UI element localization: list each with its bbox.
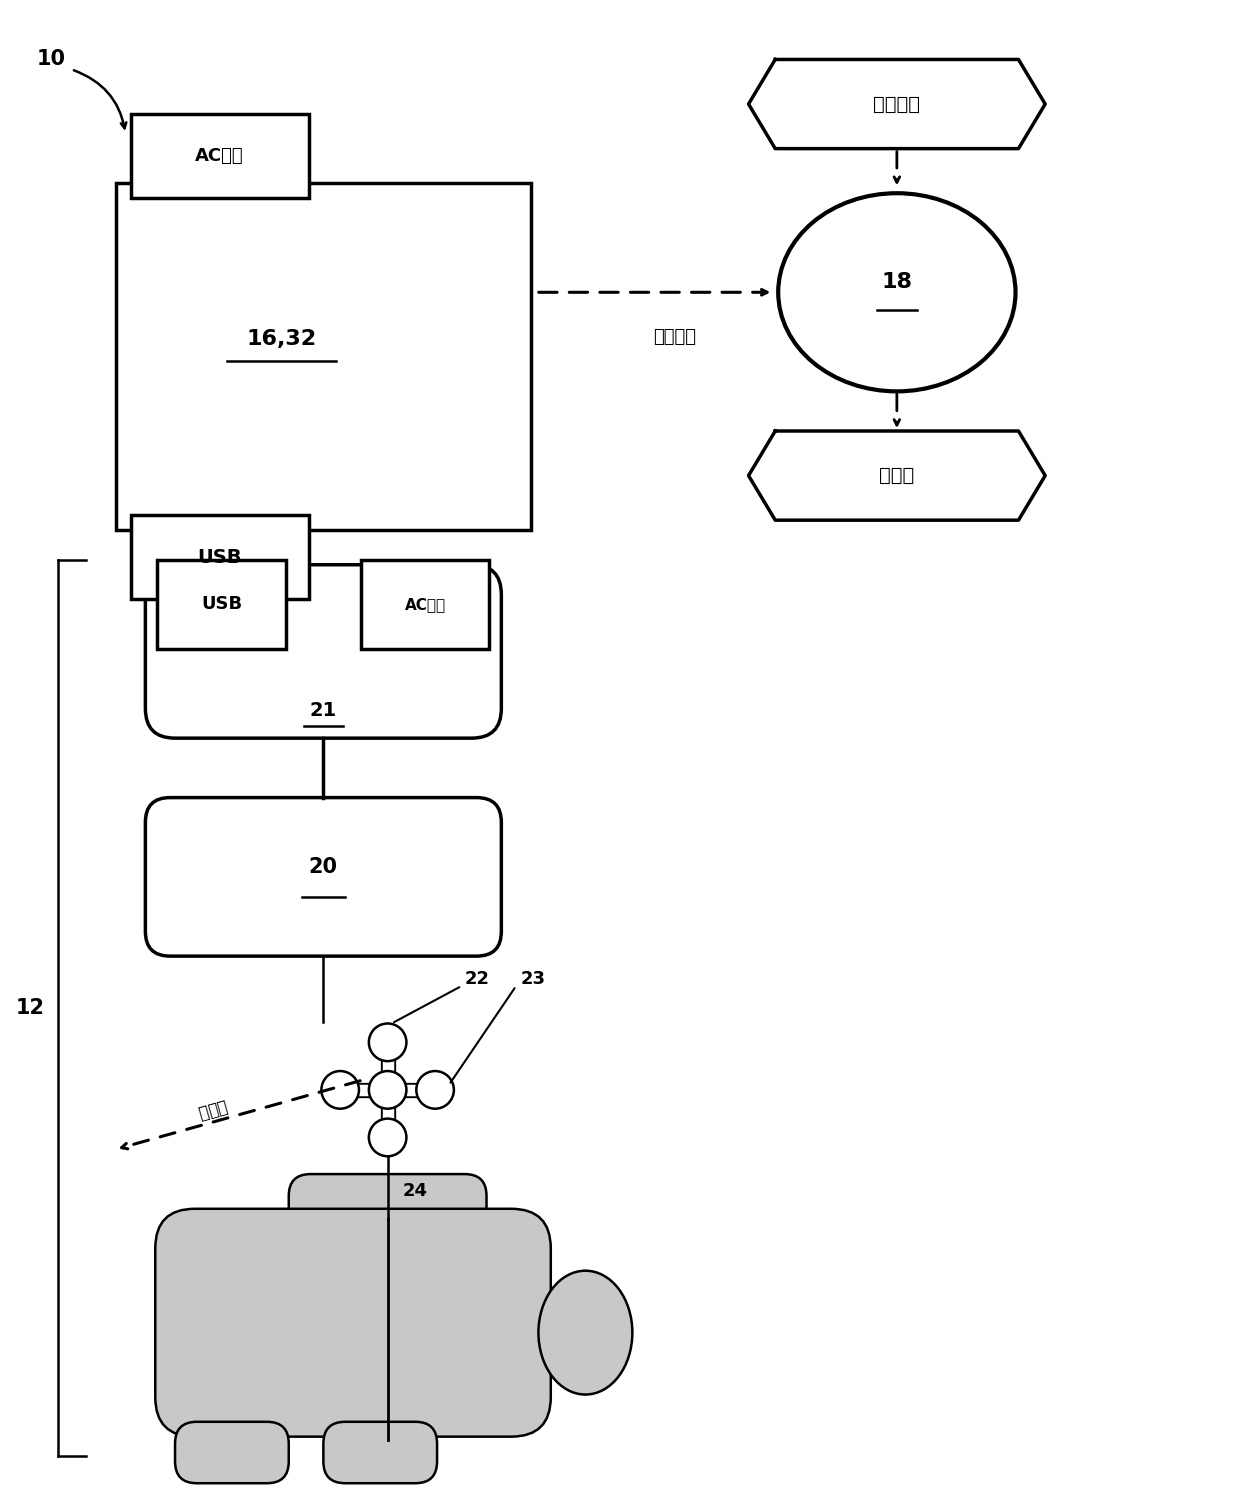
Bar — [130, 516, 309, 600]
Text: AC电源: AC电源 — [195, 148, 244, 164]
Text: 10: 10 — [37, 50, 66, 69]
Circle shape — [368, 1024, 407, 1062]
Bar — [157, 559, 285, 648]
Text: 22: 22 — [465, 970, 490, 988]
Polygon shape — [749, 59, 1045, 149]
Text: 24: 24 — [403, 1182, 428, 1200]
FancyBboxPatch shape — [145, 798, 501, 956]
Circle shape — [368, 1071, 407, 1108]
Text: 16,32: 16,32 — [247, 329, 317, 350]
Ellipse shape — [779, 193, 1016, 392]
Text: 20: 20 — [309, 857, 337, 878]
FancyBboxPatch shape — [289, 1175, 486, 1229]
Text: 红外光: 红外光 — [195, 1096, 228, 1122]
Text: 直线型杆: 直线型杆 — [873, 95, 920, 113]
Bar — [115, 184, 531, 531]
FancyBboxPatch shape — [145, 566, 501, 737]
FancyBboxPatch shape — [175, 1422, 289, 1484]
FancyBboxPatch shape — [155, 1209, 551, 1437]
FancyBboxPatch shape — [324, 1422, 436, 1484]
Circle shape — [368, 1119, 407, 1157]
Text: AC电源: AC电源 — [404, 597, 445, 612]
Text: USB: USB — [197, 547, 242, 567]
Polygon shape — [749, 431, 1045, 520]
Bar — [130, 115, 309, 198]
Text: 弯曲指令: 弯曲指令 — [653, 327, 696, 345]
Text: 18: 18 — [882, 273, 913, 293]
Bar — [361, 559, 490, 648]
Text: 12: 12 — [16, 998, 45, 1018]
Text: 21: 21 — [310, 701, 337, 719]
Text: 弯曲杆: 弯曲杆 — [879, 466, 914, 486]
Text: USB: USB — [201, 596, 242, 614]
Text: 23: 23 — [521, 970, 546, 988]
Circle shape — [321, 1071, 358, 1108]
Ellipse shape — [538, 1271, 632, 1395]
Circle shape — [417, 1071, 454, 1108]
